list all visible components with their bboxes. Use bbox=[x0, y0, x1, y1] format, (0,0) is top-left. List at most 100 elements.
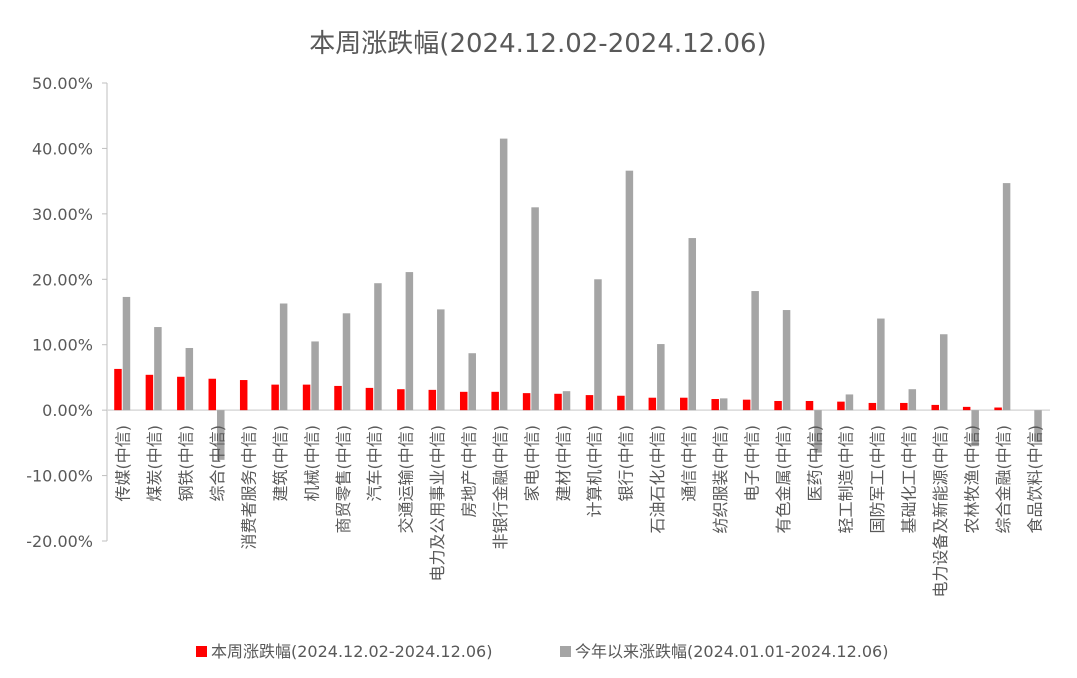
legend: 本周涨跌幅(2024.12.02-2024.12.06) 今年以来涨跌幅(202… bbox=[196, 642, 888, 661]
x-tick-label: 食品饮料(中信) bbox=[1025, 425, 1044, 534]
y-tick-label: 0.00% bbox=[42, 401, 93, 420]
bar-weekly bbox=[868, 402, 877, 411]
x-tick-label: 建筑(中信) bbox=[271, 425, 290, 502]
bar-weekly bbox=[334, 385, 342, 411]
bar-ytd bbox=[531, 207, 539, 411]
x-tick-label: 银行(中信) bbox=[617, 425, 636, 502]
bar-ytd bbox=[814, 410, 822, 453]
bar-weekly bbox=[805, 400, 814, 411]
bar-ytd bbox=[751, 291, 759, 411]
bar-ytd bbox=[782, 310, 791, 411]
x-tick-label: 石油石化(中信) bbox=[648, 425, 667, 534]
y-tick-label: -10.00% bbox=[26, 467, 93, 486]
bar-ytd bbox=[499, 138, 508, 411]
x-tick-label: 有色金属(中信) bbox=[774, 425, 793, 534]
bar-ytd bbox=[1034, 410, 1042, 443]
bar-ytd bbox=[468, 353, 476, 411]
bar-ytd bbox=[908, 389, 917, 411]
x-tick-label: 煤炭(中信) bbox=[145, 425, 164, 502]
bar-weekly bbox=[208, 378, 217, 411]
x-tick-label: 电力设备及新能源(中信) bbox=[931, 425, 950, 598]
bar-ytd bbox=[154, 327, 162, 411]
bar-weekly bbox=[114, 368, 122, 411]
bar-weekly bbox=[397, 389, 405, 411]
legend-label-ytd: 今年以来涨跌幅(2024.01.01-2024.12.06) bbox=[575, 642, 888, 661]
x-tick-label: 计算机(中信) bbox=[585, 425, 604, 518]
bar-weekly bbox=[459, 391, 468, 411]
x-tick-label: 家电(中信) bbox=[522, 425, 541, 502]
bar-weekly bbox=[177, 376, 185, 411]
x-tick-label: 传媒(中信) bbox=[114, 425, 133, 502]
bar-ytd bbox=[279, 303, 288, 411]
bar-ytd bbox=[688, 238, 697, 411]
x-tick-label: 电力及公用事业(中信) bbox=[428, 425, 447, 582]
x-tick-label: 纺织服装(中信) bbox=[711, 425, 730, 534]
bar-weekly bbox=[774, 400, 782, 411]
bar-weekly bbox=[680, 397, 688, 411]
x-tick-label: 医药(中信) bbox=[805, 425, 824, 502]
bar-weekly bbox=[837, 401, 845, 411]
bar-ytd bbox=[185, 347, 194, 411]
x-tick-label: 通信(中信) bbox=[680, 425, 699, 502]
x-tick-label: 非银行金融(中信) bbox=[491, 425, 510, 550]
bar-ytd bbox=[845, 394, 854, 411]
y-tick-label: 50.00% bbox=[32, 74, 93, 93]
x-tick-label: 汽车(中信) bbox=[365, 425, 384, 502]
legend-label-weekly: 本周涨跌幅(2024.12.02-2024.12.06) bbox=[211, 642, 492, 661]
legend-swatch-ytd bbox=[560, 646, 571, 657]
bar-ytd bbox=[405, 272, 414, 411]
x-tick-label: 消费者服务(中信) bbox=[239, 425, 258, 550]
bar-ytd bbox=[562, 391, 571, 411]
y-tick-label: 10.00% bbox=[32, 336, 93, 355]
bar-weekly bbox=[365, 387, 374, 411]
bar-ytd bbox=[437, 309, 445, 411]
y-tick-label: 40.00% bbox=[32, 139, 93, 158]
bar-weekly bbox=[962, 406, 971, 411]
bar-ytd bbox=[657, 344, 665, 411]
bar-weekly bbox=[648, 397, 657, 411]
x-tick-label: 机械(中信) bbox=[302, 425, 321, 502]
y-tick-label: -20.00% bbox=[26, 532, 93, 551]
bar-weekly bbox=[271, 384, 279, 411]
x-tick-label: 农林牧渔(中信) bbox=[962, 425, 981, 534]
x-tick-label: 综合(中信) bbox=[208, 425, 227, 502]
y-tick-label: 20.00% bbox=[32, 270, 93, 289]
bar-weekly bbox=[145, 374, 154, 411]
bar-ytd bbox=[1002, 183, 1011, 411]
x-tick-label: 国防军工(中信) bbox=[868, 425, 887, 534]
bar-weekly bbox=[617, 395, 625, 411]
bar-ytd bbox=[311, 341, 319, 411]
bar-weekly bbox=[900, 402, 908, 411]
bar-weekly bbox=[585, 395, 594, 411]
bar-weekly bbox=[491, 391, 499, 411]
bar-ytd bbox=[877, 318, 885, 411]
bar-ytd bbox=[625, 170, 634, 411]
bar-ytd bbox=[122, 296, 131, 411]
x-tick-label: 电子(中信) bbox=[742, 425, 761, 502]
bar-weekly bbox=[994, 407, 1002, 411]
legend-swatch-weekly bbox=[196, 646, 207, 657]
x-tick-label: 商贸零售(中信) bbox=[334, 425, 353, 534]
y-tick-label: 30.00% bbox=[32, 205, 93, 224]
bar-ytd bbox=[719, 398, 728, 411]
bar-weekly bbox=[428, 389, 437, 411]
bar-ytd bbox=[342, 313, 351, 411]
bar-ytd bbox=[971, 410, 979, 447]
x-tick-label: 综合金融(中信) bbox=[994, 425, 1013, 534]
bar-weekly bbox=[239, 380, 248, 411]
bar-weekly bbox=[711, 399, 719, 411]
x-tick-label: 交通运输(中信) bbox=[397, 425, 416, 534]
bar-ytd bbox=[217, 410, 225, 460]
x-tick-label: 房地产(中信) bbox=[459, 425, 478, 518]
chart-title: 本周涨跌幅(2024.12.02-2024.12.06) bbox=[309, 29, 766, 59]
bar-ytd bbox=[594, 279, 602, 411]
bar-weekly bbox=[554, 393, 562, 411]
bar-weekly bbox=[931, 404, 939, 411]
bar-weekly bbox=[302, 384, 311, 411]
bar-ytd bbox=[374, 283, 382, 411]
bar-weekly bbox=[742, 399, 751, 411]
x-tick-label: 基础化工(中信) bbox=[900, 425, 919, 534]
x-tick-label: 轻工制造(中信) bbox=[837, 425, 856, 534]
